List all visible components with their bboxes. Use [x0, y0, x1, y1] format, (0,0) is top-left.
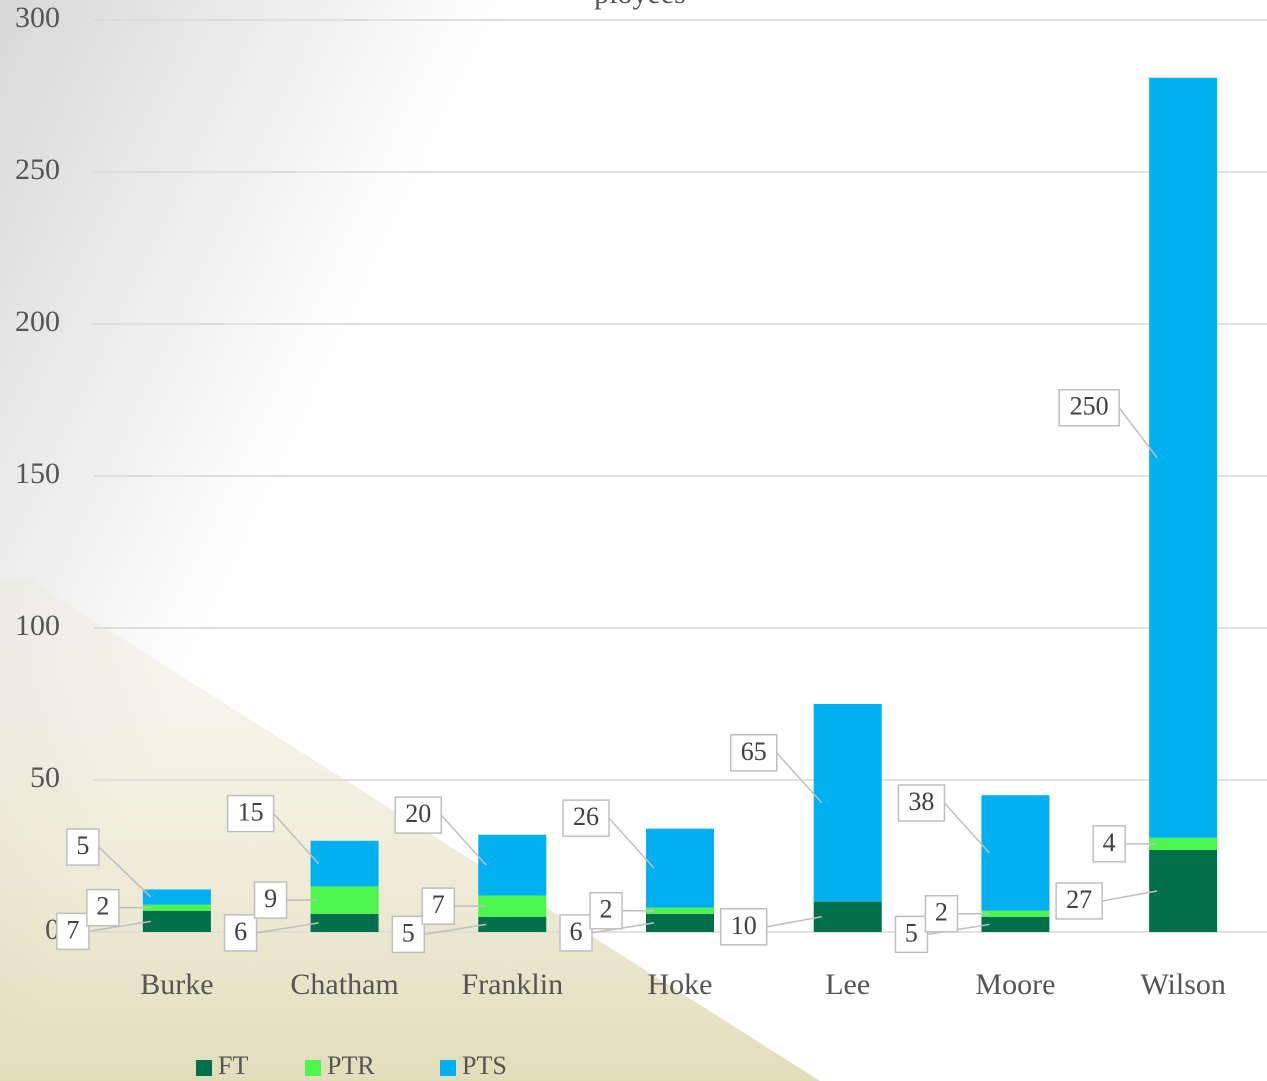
bar-segment — [143, 911, 211, 932]
data-label: 4 — [1103, 828, 1116, 857]
y-tick-label: 150 — [15, 457, 60, 490]
y-tick-label: 300 — [15, 1, 60, 34]
legend-label: PTR — [327, 1051, 375, 1080]
x-tick-label: Moore — [975, 968, 1055, 1001]
bar-segment — [814, 704, 882, 902]
data-label: 5 — [402, 918, 415, 947]
data-label: 2 — [600, 895, 613, 924]
x-tick-label: Chatham — [290, 968, 398, 1001]
bar-segment — [981, 911, 1049, 917]
data-label: 7 — [432, 890, 445, 919]
x-tick-label: Hoke — [648, 968, 713, 1001]
bar-segment — [311, 914, 379, 932]
bar-segment — [646, 914, 714, 932]
bar-segment — [311, 886, 379, 913]
legend-swatch — [305, 1060, 321, 1076]
legend-swatch — [196, 1060, 212, 1076]
bar-segment — [1149, 78, 1217, 838]
legend-label: FT — [218, 1051, 248, 1080]
data-label: 250 — [1070, 392, 1109, 421]
data-label: 26 — [573, 802, 599, 831]
bar-segment — [646, 908, 714, 914]
data-label: 15 — [238, 798, 264, 827]
bar-segment — [646, 829, 714, 908]
legend-swatch — [440, 1060, 456, 1076]
bar-segment — [1149, 850, 1217, 932]
data-label: 6 — [570, 917, 583, 946]
data-label: 10 — [731, 911, 757, 940]
bar-segment — [143, 889, 211, 904]
bar-segment — [981, 795, 1049, 911]
bar-segment — [814, 902, 882, 932]
chart-title: ployees — [594, 0, 686, 10]
data-label: 2 — [935, 898, 948, 927]
data-label: 27 — [1066, 885, 1092, 914]
x-tick-label: Burke — [140, 968, 213, 1001]
data-label: 9 — [264, 884, 277, 913]
bar-segment — [478, 896, 546, 917]
legend-label: PTS — [462, 1051, 507, 1080]
data-label: 65 — [741, 737, 767, 766]
y-tick-label: 100 — [15, 609, 60, 642]
x-tick-label: Lee — [825, 968, 870, 1001]
x-tick-label: Wilson — [1140, 968, 1225, 1001]
chart: ployees 050100150200250300Burke725Chatha… — [0, 0, 1267, 1081]
data-label: 7 — [66, 915, 79, 944]
bar-segment — [311, 841, 379, 887]
data-label: 6 — [234, 917, 247, 946]
bar-segment — [478, 835, 546, 896]
bar-segment — [981, 917, 1049, 932]
data-label: 20 — [405, 799, 431, 828]
bar-segment — [1149, 838, 1217, 850]
y-tick-label: 50 — [30, 761, 60, 794]
data-label: 2 — [96, 892, 109, 921]
bar-segment — [478, 917, 546, 932]
data-label: 38 — [908, 787, 934, 816]
bar-segment — [143, 905, 211, 911]
data-label: 5 — [76, 831, 89, 860]
x-tick-label: Franklin — [461, 968, 563, 1001]
y-tick-label: 250 — [15, 153, 60, 186]
y-tick-label: 200 — [15, 305, 60, 338]
data-label: 5 — [905, 918, 918, 947]
